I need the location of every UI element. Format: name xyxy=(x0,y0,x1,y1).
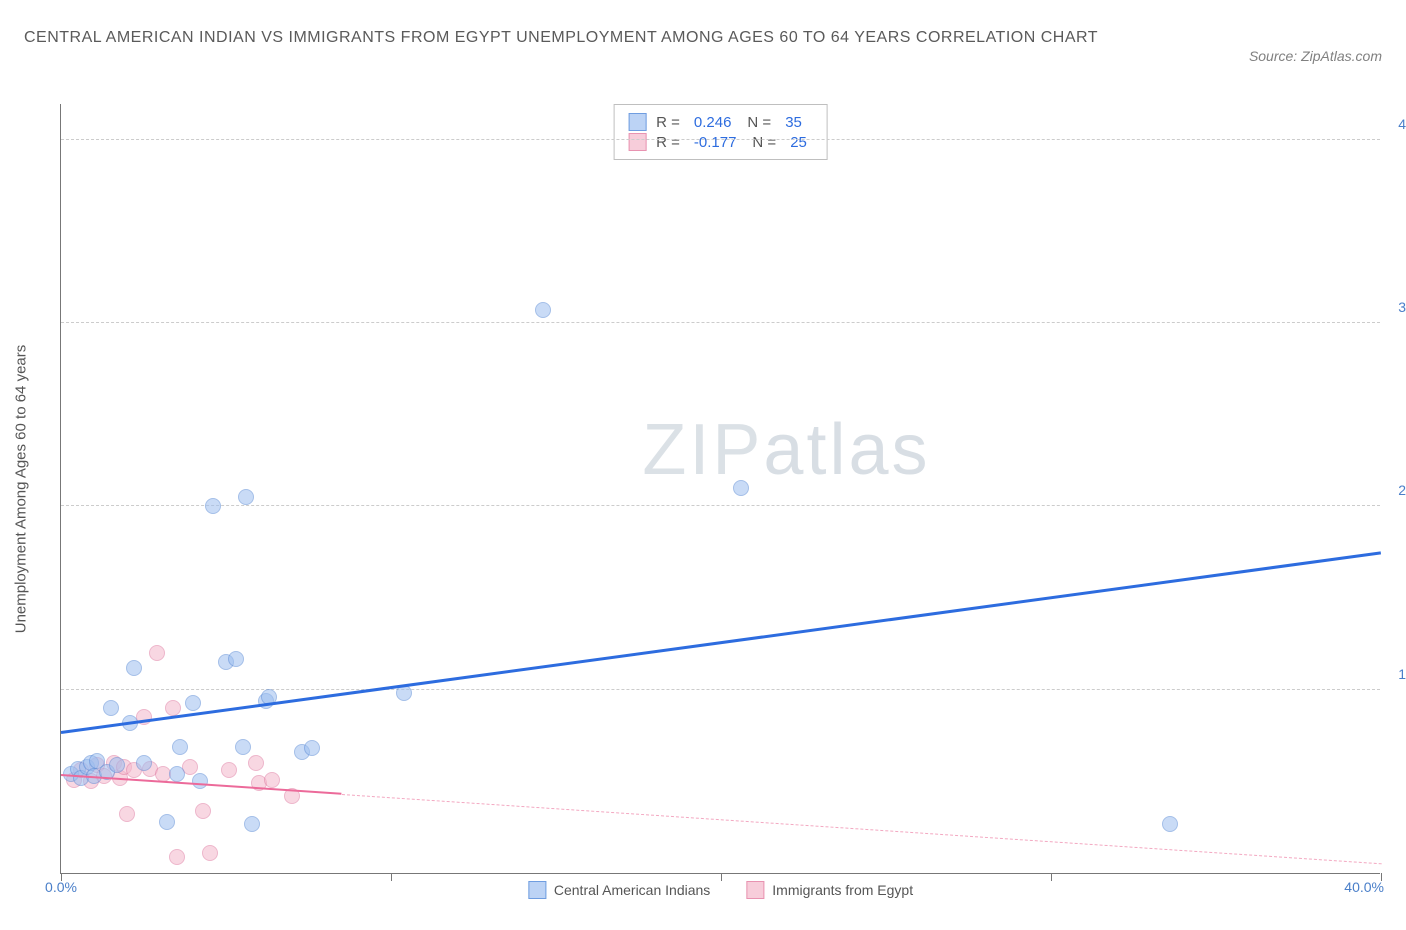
data-point xyxy=(264,772,280,788)
legend-item-1: Central American Indians xyxy=(528,881,710,899)
data-point xyxy=(248,755,264,771)
data-point xyxy=(126,660,142,676)
trend-line xyxy=(341,794,1381,864)
bottom-legend: Central American Indians Immigrants from… xyxy=(528,881,913,899)
x-tick-label-min: 0.0% xyxy=(45,879,77,895)
data-point xyxy=(221,762,237,778)
data-point xyxy=(185,695,201,711)
y-tick-label: 20.0% xyxy=(1386,482,1406,498)
data-point xyxy=(304,740,320,756)
data-point xyxy=(165,700,181,716)
y-tick-label: 40.0% xyxy=(1386,116,1406,132)
stats-legend-box: R = 0.246 N = 35 R = -0.177 N = 25 xyxy=(613,104,828,160)
gridline xyxy=(61,322,1380,323)
source-label: Source: ZipAtlas.com xyxy=(1249,48,1382,64)
data-point xyxy=(195,803,211,819)
data-point xyxy=(136,755,152,771)
data-point xyxy=(238,489,254,505)
y-tick-label: 10.0% xyxy=(1386,666,1406,682)
legend-label-2: Immigrants from Egypt xyxy=(772,882,913,898)
x-tick-label-max: 40.0% xyxy=(1344,879,1384,895)
swatch-blue-icon xyxy=(628,113,646,131)
data-point xyxy=(202,845,218,861)
x-tick xyxy=(1051,873,1052,881)
chart-title: CENTRAL AMERICAN INDIAN VS IMMIGRANTS FR… xyxy=(24,20,1098,55)
gridline xyxy=(61,689,1380,690)
data-point xyxy=(228,651,244,667)
gridline xyxy=(61,505,1380,506)
data-point xyxy=(244,816,260,832)
data-point xyxy=(733,480,749,496)
watermark: ZIPatlas xyxy=(642,409,930,491)
stats-row-1: R = 0.246 N = 35 xyxy=(628,113,813,131)
r-label-2: R = xyxy=(656,134,680,151)
trend-line xyxy=(61,551,1381,734)
data-point xyxy=(169,766,185,782)
data-point xyxy=(235,739,251,755)
legend-label-1: Central American Indians xyxy=(554,882,710,898)
n-value-1: 35 xyxy=(785,114,802,131)
y-tick-label: 30.0% xyxy=(1386,299,1406,315)
n-label-1: N = xyxy=(747,114,771,131)
data-point xyxy=(1162,816,1178,832)
legend-item-2: Immigrants from Egypt xyxy=(746,881,913,899)
data-point xyxy=(169,849,185,865)
swatch-pink-icon xyxy=(628,133,646,151)
data-point xyxy=(172,739,188,755)
swatch-pink-icon xyxy=(746,881,764,899)
r-value-1: 0.246 xyxy=(694,114,732,131)
data-point xyxy=(149,645,165,661)
x-tick xyxy=(391,873,392,881)
data-point xyxy=(159,814,175,830)
data-point xyxy=(205,498,221,514)
data-point xyxy=(119,806,135,822)
stats-row-2: R = -0.177 N = 25 xyxy=(628,133,813,151)
n-label-2: N = xyxy=(752,134,776,151)
gridline xyxy=(61,139,1380,140)
scatter-plot-area: Unemployment Among Ages 60 to 64 years Z… xyxy=(60,104,1380,874)
n-value-2: 25 xyxy=(790,134,807,151)
y-axis-title: Unemployment Among Ages 60 to 64 years xyxy=(13,344,30,633)
swatch-blue-icon xyxy=(528,881,546,899)
data-point xyxy=(192,773,208,789)
r-value-2: -0.177 xyxy=(694,134,737,151)
x-tick xyxy=(721,873,722,881)
data-point xyxy=(103,700,119,716)
r-label-1: R = xyxy=(656,114,680,131)
data-point xyxy=(535,302,551,318)
data-point xyxy=(109,757,125,773)
